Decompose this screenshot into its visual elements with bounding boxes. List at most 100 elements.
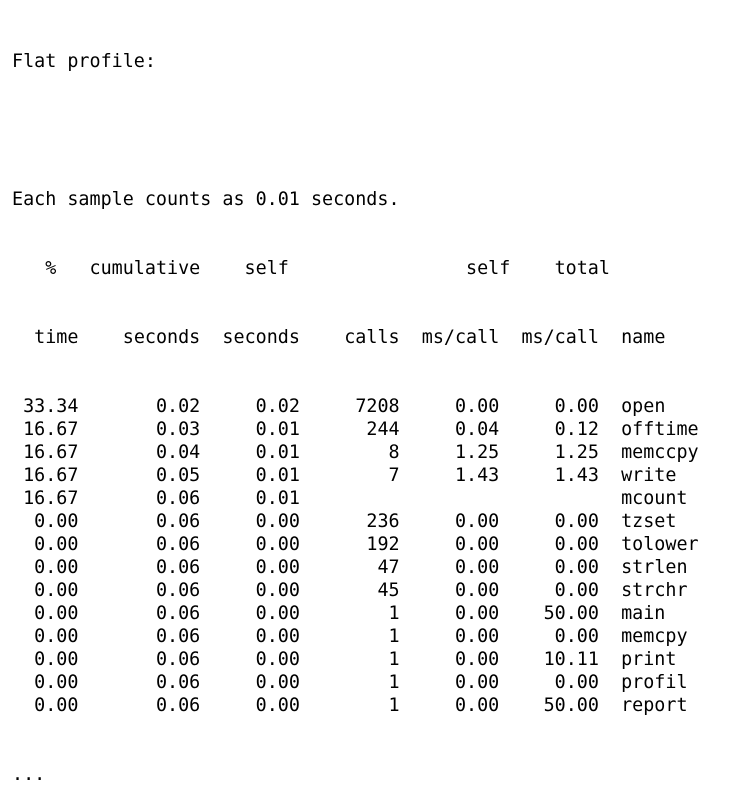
time-cell: 16.67 bbox=[23, 465, 79, 486]
self-seconds-cell: 0.00 bbox=[255, 557, 300, 578]
calls-cell: 1 bbox=[388, 626, 400, 647]
header-seconds: seconds bbox=[122, 327, 201, 348]
calls-cell: 192 bbox=[366, 534, 400, 555]
self-ms-call-cell: 0.00 bbox=[454, 603, 500, 624]
name-cell: memcpy bbox=[621, 626, 688, 647]
name-cell: offtime bbox=[621, 419, 699, 440]
table-row: 0.00 0.06 0.00 45 0.00 0.00 strchr bbox=[12, 579, 699, 602]
cumulative-seconds-cell: 0.06 bbox=[155, 557, 201, 578]
name-cell: strlen bbox=[621, 557, 688, 578]
table-row: 0.00 0.06 0.00 236 0.00 0.00 tzset bbox=[12, 510, 699, 533]
self-seconds-cell: 0.00 bbox=[255, 695, 300, 716]
total-ms-call-cell: 10.11 bbox=[543, 649, 599, 670]
table-row: 0.00 0.06 0.00 1 0.00 50.00 report bbox=[12, 694, 699, 717]
terminal-output: Flat profile: Each sample counts as 0.01… bbox=[12, 4, 699, 809]
header-total: total bbox=[554, 258, 610, 279]
calls-cell: 1 bbox=[388, 603, 400, 624]
table-header-row-2: time seconds seconds calls ms/call ms/ca… bbox=[12, 326, 699, 349]
header-self-seconds: seconds bbox=[222, 327, 300, 348]
cumulative-seconds-cell: 0.06 bbox=[155, 488, 201, 509]
calls-cell: 244 bbox=[366, 419, 400, 440]
header-percent: % bbox=[45, 258, 57, 279]
self-ms-call-cell: 0.00 bbox=[454, 672, 500, 693]
cumulative-seconds-cell: 0.02 bbox=[155, 396, 201, 417]
total-ms-call-cell: 0.00 bbox=[554, 534, 599, 555]
cumulative-seconds-cell: 0.06 bbox=[155, 672, 201, 693]
header-self: self bbox=[244, 258, 289, 279]
header-calls: calls bbox=[344, 327, 400, 348]
header-cumulative: cumulative bbox=[89, 258, 201, 279]
total-ms-call-cell: 1.43 bbox=[554, 465, 599, 486]
profile-table-body: 33.34 0.02 0.02 7208 0.00 0.00 open 16.6… bbox=[12, 395, 699, 717]
sample-note: Each sample counts as 0.01 seconds. bbox=[12, 189, 400, 210]
blank-line bbox=[12, 119, 699, 142]
total-ms-call-cell: 0.12 bbox=[554, 419, 599, 440]
name-cell: print bbox=[621, 649, 677, 670]
self-seconds-cell: 0.02 bbox=[255, 396, 300, 417]
table-row: 0.00 0.06 0.00 1 0.00 0.00 memcpy bbox=[12, 625, 699, 648]
time-cell: 0.00 bbox=[34, 626, 79, 647]
header-self-ms: self bbox=[466, 258, 511, 279]
header-time: time bbox=[34, 327, 79, 348]
calls-cell: 8 bbox=[388, 442, 400, 463]
profile-title: Flat profile: bbox=[12, 51, 156, 72]
total-ms-call-cell: 0.00 bbox=[554, 557, 599, 578]
time-cell: 0.00 bbox=[34, 580, 79, 601]
time-cell: 16.67 bbox=[23, 442, 79, 463]
cumulative-seconds-cell: 0.06 bbox=[155, 580, 201, 601]
time-cell: 16.67 bbox=[23, 488, 79, 509]
self-ms-call-cell: 0.00 bbox=[454, 396, 500, 417]
total-ms-call-cell: 0.00 bbox=[554, 672, 599, 693]
self-ms-call-cell: 1.25 bbox=[454, 442, 500, 463]
name-cell: strchr bbox=[621, 580, 688, 601]
time-cell: 0.00 bbox=[34, 672, 79, 693]
self-seconds-cell: 0.01 bbox=[255, 465, 300, 486]
name-cell: profil bbox=[621, 672, 688, 693]
ellipsis-line: ... bbox=[12, 764, 46, 785]
self-ms-call-cell: 0.00 bbox=[454, 580, 500, 601]
self-seconds-cell: 0.00 bbox=[255, 603, 300, 624]
self-ms-call-cell: 0.00 bbox=[454, 511, 500, 532]
header-self-ms-call: ms/call bbox=[421, 327, 500, 348]
name-cell: report bbox=[621, 695, 688, 716]
table-row: 16.67 0.04 0.01 8 1.25 1.25 memccpy bbox=[12, 441, 699, 464]
calls-cell: 47 bbox=[377, 557, 400, 578]
table-row: 0.00 0.06 0.00 192 0.00 0.00 tolower bbox=[12, 533, 699, 556]
table-row: 0.00 0.06 0.00 1 0.00 0.00 profil bbox=[12, 671, 699, 694]
self-seconds-cell: 0.00 bbox=[255, 626, 300, 647]
time-cell: 0.00 bbox=[34, 511, 79, 532]
table-row: 0.00 0.06 0.00 47 0.00 0.00 strlen bbox=[12, 556, 699, 579]
table-header-row-1: % cumulative self self total bbox=[12, 257, 699, 280]
self-ms-call-cell: 0.00 bbox=[454, 534, 500, 555]
self-seconds-cell: 0.00 bbox=[255, 580, 300, 601]
time-cell: 33.34 bbox=[23, 396, 79, 417]
total-ms-call-cell: 50.00 bbox=[543, 695, 599, 716]
name-cell: tolower bbox=[621, 534, 699, 555]
name-cell: main bbox=[621, 603, 666, 624]
name-cell: tzset bbox=[621, 511, 677, 532]
cumulative-seconds-cell: 0.06 bbox=[155, 511, 201, 532]
calls-cell: 236 bbox=[366, 511, 400, 532]
self-seconds-cell: 0.01 bbox=[255, 488, 300, 509]
name-cell: open bbox=[621, 396, 666, 417]
calls-cell: 7 bbox=[388, 465, 400, 486]
calls-cell: 1 bbox=[388, 672, 400, 693]
cumulative-seconds-cell: 0.06 bbox=[155, 649, 201, 670]
cumulative-seconds-cell: 0.06 bbox=[155, 534, 201, 555]
self-ms-call-cell: 0.00 bbox=[454, 695, 500, 716]
cumulative-seconds-cell: 0.04 bbox=[155, 442, 201, 463]
calls-cell: 45 bbox=[377, 580, 400, 601]
self-seconds-cell: 0.00 bbox=[255, 534, 300, 555]
name-cell: mcount bbox=[621, 488, 688, 509]
time-cell: 0.00 bbox=[34, 649, 79, 670]
total-ms-call-cell: 0.00 bbox=[554, 511, 599, 532]
header-name: name bbox=[621, 327, 666, 348]
name-cell: memccpy bbox=[621, 442, 699, 463]
cumulative-seconds-cell: 0.05 bbox=[155, 465, 201, 486]
cumulative-seconds-cell: 0.06 bbox=[155, 603, 201, 624]
time-cell: 0.00 bbox=[34, 557, 79, 578]
self-ms-call-cell: 0.00 bbox=[454, 649, 500, 670]
calls-cell: 1 bbox=[388, 649, 400, 670]
time-cell: 0.00 bbox=[34, 534, 79, 555]
self-seconds-cell: 0.00 bbox=[255, 672, 300, 693]
